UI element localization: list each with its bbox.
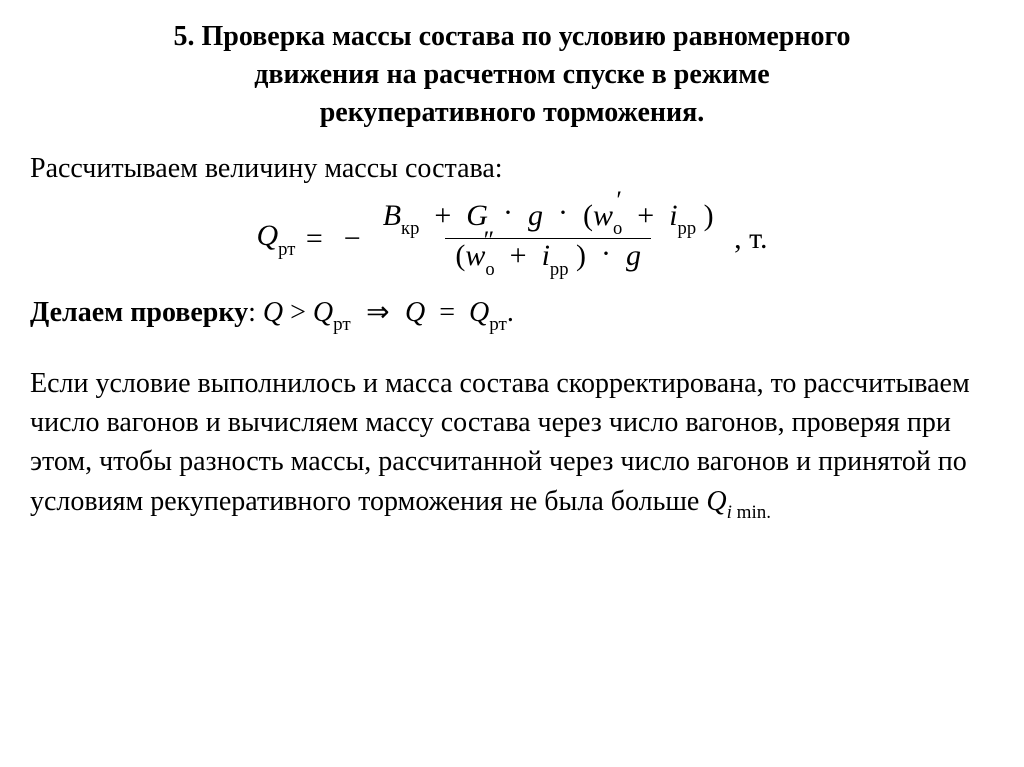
check-arrow: ⇒ bbox=[366, 297, 389, 328]
check-eq: = bbox=[439, 297, 455, 328]
lhs-sub: рт bbox=[278, 239, 295, 260]
den-w-primed: w″ bbox=[465, 241, 485, 271]
num-rpar: ) bbox=[704, 199, 714, 232]
check-Q4-sub: рт bbox=[489, 314, 507, 335]
den-w-sub: o bbox=[485, 259, 494, 280]
check-Q2: Q bbox=[313, 297, 333, 328]
num-plus1: + bbox=[434, 199, 451, 232]
check-Q2-sub: рт bbox=[333, 314, 351, 335]
den-i-sub: рр bbox=[550, 259, 569, 280]
den-i: i bbox=[542, 239, 550, 272]
num-i-sub: рр bbox=[678, 218, 697, 239]
tail-math: Qi min. bbox=[706, 486, 771, 517]
check-gt: > bbox=[290, 297, 306, 328]
intro-text: Рассчитываем величину массы состава: bbox=[30, 149, 994, 188]
check-line: Делаем проверку: Q > Qрт ⇒ Q = Qрт. bbox=[30, 293, 994, 336]
denominator: (w″o + iрр ) · g bbox=[445, 238, 651, 279]
check-period: . bbox=[507, 297, 514, 328]
den-dot: · bbox=[601, 237, 611, 270]
tail-sub: i min. bbox=[727, 502, 771, 523]
fraction: Bкр + G · g · (w′o + iрр ) (w″o + iрр ) … bbox=[373, 199, 724, 279]
check-label: Делаем проверку bbox=[30, 297, 248, 328]
num-w: w bbox=[593, 199, 613, 232]
den-lpar: ( bbox=[455, 239, 465, 272]
den-rpar: ) bbox=[576, 239, 586, 272]
den-w-pp: ″ bbox=[484, 227, 495, 253]
num-w-primed: w′ bbox=[593, 201, 613, 231]
num-w-sub: o bbox=[613, 218, 622, 239]
tail-text: Если условие выполнилось и масса состава… bbox=[30, 368, 970, 517]
tail-var: Q bbox=[706, 486, 726, 517]
num-B-sub: кр bbox=[401, 218, 419, 239]
formula-block: Qрт = − Bкр + G · g · (w′o + iрр ) (w bbox=[30, 199, 994, 279]
section-title: 5. Проверка массы состава по условию рав… bbox=[30, 18, 994, 131]
num-B: B bbox=[383, 199, 401, 232]
formula-trail: , т. bbox=[734, 224, 767, 254]
title-line-1: 5. Проверка массы состава по условию рав… bbox=[173, 21, 850, 52]
lhs: Qрт bbox=[257, 221, 296, 257]
check-Q1: Q bbox=[263, 297, 283, 328]
den-g: g bbox=[626, 239, 641, 272]
formula: Qрт = − Bкр + G · g · (w′o + iрр ) (w bbox=[257, 199, 768, 279]
num-dot2: · bbox=[558, 196, 568, 229]
den-w: w bbox=[465, 239, 485, 272]
check-expr: Q > Qрт ⇒ Q = Qрт bbox=[263, 297, 507, 328]
den-plus: + bbox=[510, 239, 527, 272]
negative-sign: − bbox=[344, 224, 361, 254]
num-lpar: ( bbox=[583, 199, 593, 232]
tail-para: Если условие выполнилось и масса состава… bbox=[30, 364, 994, 525]
title-line-2: движения на расчетном спуске в режиме bbox=[254, 59, 769, 90]
num-plus2: + bbox=[637, 199, 654, 232]
check-colon: : bbox=[248, 297, 263, 328]
page: 5. Проверка массы состава по условию рав… bbox=[0, 0, 1024, 525]
num-w-prime: ′ bbox=[616, 187, 622, 213]
lhs-var: Q bbox=[257, 219, 279, 252]
check-Q3: Q bbox=[405, 297, 425, 328]
num-g1: g bbox=[528, 199, 543, 232]
numerator: Bкр + G · g · (w′o + iрр ) bbox=[373, 199, 724, 239]
equals-sign: = bbox=[306, 224, 323, 254]
check-Q4: Q bbox=[469, 297, 489, 328]
num-i: i bbox=[669, 199, 677, 232]
title-line-3: рекуперативного торможения. bbox=[320, 97, 705, 128]
num-dot1: · bbox=[503, 196, 513, 229]
